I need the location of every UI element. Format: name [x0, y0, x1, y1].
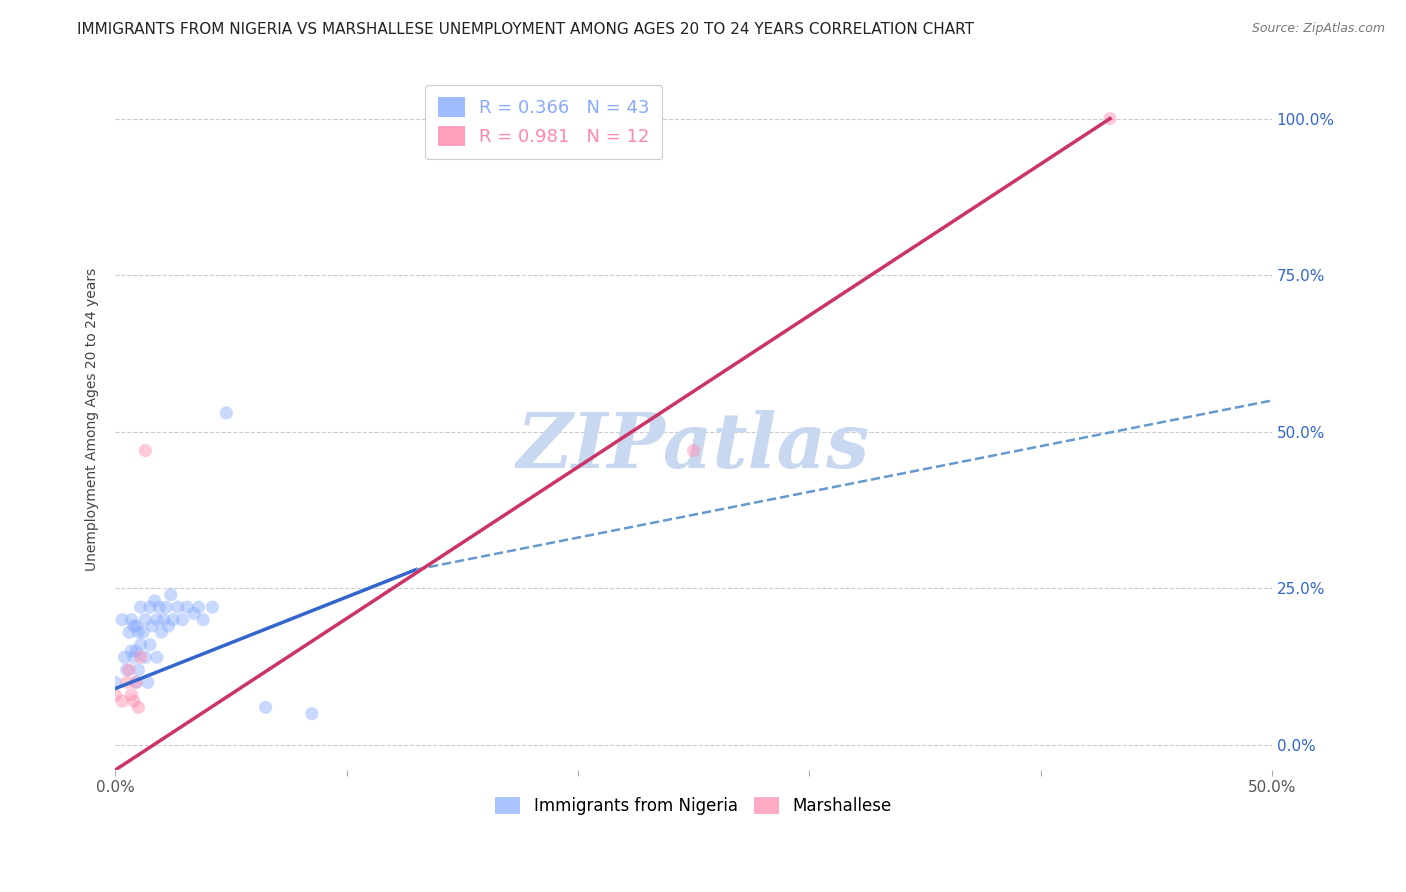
Point [129, 650, 152, 665]
Point [115, 663, 138, 677]
Point [148, 600, 170, 615]
Point [104, 688, 127, 702]
Point [153, 613, 176, 627]
Point [141, 619, 163, 633]
Point [201, 600, 224, 615]
Point [127, 625, 149, 640]
Point [187, 600, 209, 615]
Point [111, 694, 134, 708]
Point [162, 613, 184, 627]
Point [254, 700, 277, 714]
Point [146, 613, 169, 627]
Point [301, 706, 323, 721]
Point [127, 700, 149, 714]
Point [136, 675, 159, 690]
Point [122, 650, 145, 665]
Point [146, 650, 169, 665]
Point [129, 638, 152, 652]
Point [121, 688, 143, 702]
Point [104, 675, 127, 690]
Point [157, 619, 180, 633]
Point [134, 613, 156, 627]
Point [155, 600, 177, 615]
Point [118, 625, 141, 640]
Point [121, 644, 143, 658]
Point [159, 588, 181, 602]
Point [193, 613, 215, 627]
Point [118, 663, 141, 677]
Point [134, 443, 156, 458]
Point [215, 406, 238, 420]
Point [127, 663, 149, 677]
Point [121, 613, 143, 627]
Point [115, 675, 138, 690]
Point [1098, 112, 1121, 126]
Point [111, 613, 134, 627]
Point [139, 638, 162, 652]
Point [139, 600, 162, 615]
Point [176, 600, 198, 615]
Y-axis label: Unemployment Among Ages 20 to 24 years: Unemployment Among Ages 20 to 24 years [86, 268, 100, 571]
Point [114, 650, 136, 665]
Point [143, 594, 166, 608]
Legend: Immigrants from Nigeria, Marshallese: Immigrants from Nigeria, Marshallese [485, 787, 901, 825]
Point [125, 675, 148, 690]
Point [166, 600, 188, 615]
Point [129, 600, 152, 615]
Point [125, 619, 148, 633]
Point [122, 619, 145, 633]
Text: ZIPatlas: ZIPatlas [517, 410, 870, 484]
Point [150, 625, 173, 640]
Point [122, 694, 145, 708]
Text: Source: ZipAtlas.com: Source: ZipAtlas.com [1251, 22, 1385, 36]
Point [125, 644, 148, 658]
Point [132, 625, 155, 640]
Text: IMMIGRANTS FROM NIGERIA VS MARSHALLESE UNEMPLOYMENT AMONG AGES 20 TO 24 YEARS CO: IMMIGRANTS FROM NIGERIA VS MARSHALLESE U… [77, 22, 974, 37]
Point [183, 607, 205, 621]
Point [682, 443, 704, 458]
Point [172, 613, 194, 627]
Point [134, 650, 156, 665]
Point [125, 675, 148, 690]
